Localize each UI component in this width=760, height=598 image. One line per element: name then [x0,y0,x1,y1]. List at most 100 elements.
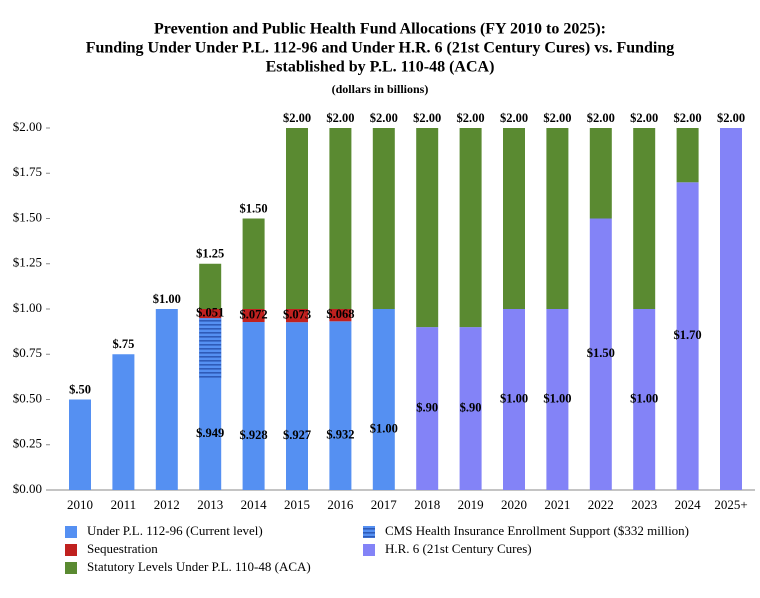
x-tick-label: 2023 [631,497,657,512]
bar-segment [676,128,699,183]
legend-label: Statutory Levels Under P.L. 110-48 (ACA) [87,559,311,574]
value-label: $.90 [416,400,438,414]
legend-swatch [65,526,77,538]
bar-segment [286,309,308,323]
chart-title: Established by P.L. 110-48 (ACA) [266,59,495,76]
bar-segment [242,309,265,323]
bar-segment [546,309,569,490]
bar-segment [112,354,135,490]
chart-subtitle: (dollars in billions) [332,82,429,96]
value-label: $2.00 [630,111,658,125]
bar-segment [286,128,308,309]
value-label: $2.00 [413,111,441,125]
bar-segment [503,309,525,490]
y-tick-label: $0.50 [13,390,42,405]
value-label: $1.00 [153,292,181,306]
x-tick-label: 2021 [544,497,570,512]
bar-overlay [199,318,222,379]
value-label: $.928 [240,428,268,442]
x-tick-label: 2010 [67,497,93,512]
legend-label: Under P.L. 112-96 (Current level) [87,523,263,538]
bar-segment [372,128,395,309]
chart-title: Funding Under Under P.L. 112-96 and Unde… [86,40,675,57]
x-tick-label: 2016 [327,497,354,512]
value-label: $1.00 [630,391,658,405]
value-label: $2.00 [326,111,354,125]
bar-segment [459,327,482,490]
y-tick-label: $1.50 [13,209,42,224]
bar-segment [459,128,482,328]
value-label: $1.00 [543,391,571,405]
value-label: $1.50 [587,346,615,360]
legend-swatch [65,562,77,574]
value-label: $1.00 [370,421,398,435]
bar-segment [503,128,525,309]
bar-segment [633,128,656,309]
bar-segment [199,263,222,309]
x-tick-label: 2015 [284,497,310,512]
value-label: $2.00 [587,111,615,125]
value-label: $.068 [326,307,354,321]
legend-swatch [363,526,375,538]
bar-segment [416,327,439,490]
bar-segment [329,321,352,490]
x-tick-label: 2013 [197,497,223,512]
value-label: $.949 [196,426,224,440]
bar-segment [242,322,265,490]
value-label: $.051 [196,305,224,319]
x-tick-label: 2020 [501,497,527,512]
legend-swatch [363,544,375,556]
chart-title: Prevention and Public Health Fund Alloca… [154,21,606,38]
y-tick-label: $1.00 [13,300,42,315]
legend-label: CMS Health Insurance Enrollment Support … [385,523,689,538]
x-tick-label: 2019 [458,497,484,512]
x-tick-label: 2017 [371,497,398,512]
value-label: $2.00 [717,111,745,125]
x-tick-label: 2025+ [714,497,747,512]
value-label: $.927 [283,428,311,442]
value-label: $.50 [69,382,91,396]
x-tick-label: 2012 [154,497,180,512]
bar-segment [69,399,91,490]
bar-segment [329,309,352,322]
bar-segment [720,128,742,490]
x-tick-label: 2024 [675,497,702,512]
bar-segment [242,218,265,309]
value-label: $.75 [112,337,134,351]
y-tick-label: $0.75 [13,345,42,360]
y-tick-label: $0.00 [13,481,42,496]
bar-segment [676,182,699,491]
value-label: $2.00 [543,111,571,125]
x-tick-label: 2022 [588,497,614,512]
x-tick-label: 2018 [414,497,440,512]
bar-segment [589,128,612,219]
y-tick-label: $1.25 [13,255,42,270]
legend-swatch [65,544,77,556]
value-label: $1.50 [240,201,268,215]
bar-segment [633,309,656,490]
y-tick-label: $2.00 [13,119,42,134]
legend-label: Sequestration [87,541,158,556]
legend-label: H.R. 6 (21st Century Cures) [385,541,532,556]
value-label: $2.00 [283,111,311,125]
value-label: $2.00 [370,111,398,125]
x-tick-label: 2011 [111,497,137,512]
y-tick-label: $0.25 [13,436,42,451]
bar-segment [589,218,612,490]
y-tick-label: $1.75 [13,164,42,179]
bar-segment [199,309,222,319]
bar-segment [329,128,352,309]
value-label: $.932 [326,428,354,442]
value-label: $2.00 [457,111,485,125]
bar-segment [286,322,308,490]
value-label: $2.00 [674,111,702,125]
value-label: $.072 [240,307,268,321]
bar-segment [546,128,569,309]
value-label: $1.70 [674,328,702,342]
value-label: $1.00 [500,391,528,405]
value-label: $.90 [460,400,482,414]
bar-segment [416,128,439,328]
value-label: $1.25 [196,247,224,261]
x-tick-label: 2014 [241,497,268,512]
